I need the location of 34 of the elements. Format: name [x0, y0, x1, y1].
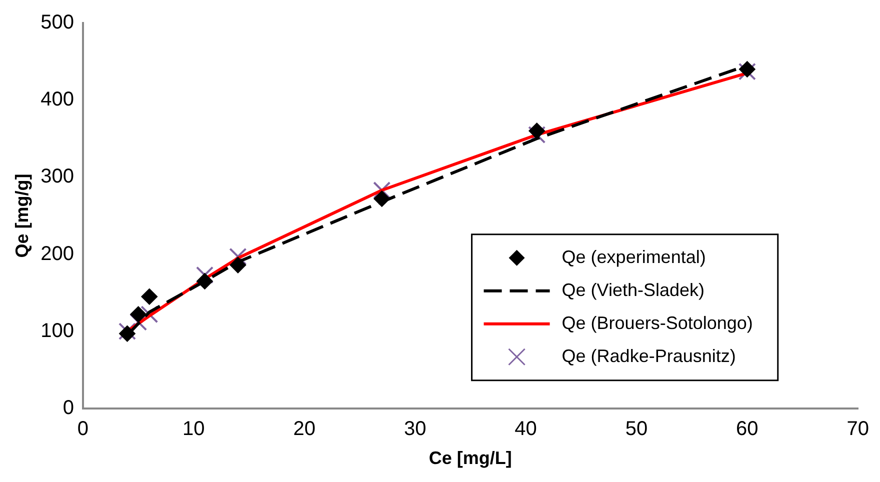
point: [528, 126, 546, 144]
point: [130, 313, 148, 331]
x-tick-label: 70: [846, 418, 869, 440]
point: [196, 266, 214, 284]
y-axis-title: Qe [mg/g]: [12, 174, 32, 258]
x-tick-label: 40: [514, 418, 537, 440]
x-tick-label: 30: [404, 418, 426, 440]
x-tick-label: 50: [625, 418, 648, 440]
legend-label: Qe (experimental): [562, 246, 706, 267]
point: [118, 322, 136, 340]
x-axis-title: Ce [mg/L]: [428, 448, 512, 468]
y-tick-label: 200: [40, 242, 74, 265]
y-tick-label: 500: [40, 12, 74, 34]
legend-label: Qe (Radke-Prausnitz): [562, 346, 736, 366]
point: [739, 61, 756, 78]
point: [119, 326, 136, 342]
x-tick-label: 0: [77, 418, 89, 440]
legend-label: Qe (Brouers-Sotolongo): [562, 312, 753, 333]
legend-label: Qe (Vieth-Sladek): [562, 280, 705, 300]
point: [230, 257, 246, 274]
point: [130, 306, 146, 322]
y-tick-label: 0: [62, 396, 74, 419]
x-tick-label: 60: [736, 418, 758, 440]
x-tick-label: 20: [293, 418, 316, 440]
y-tick-label: 100: [40, 320, 74, 342]
point: [141, 288, 158, 305]
point: [528, 122, 545, 139]
point: [738, 62, 756, 80]
y-tick-label: 300: [40, 166, 74, 188]
x-tick-label: 10: [182, 418, 205, 440]
point: [373, 181, 391, 200]
point: [196, 273, 213, 290]
point: [374, 190, 390, 207]
y-tick-label: 400: [40, 88, 74, 111]
